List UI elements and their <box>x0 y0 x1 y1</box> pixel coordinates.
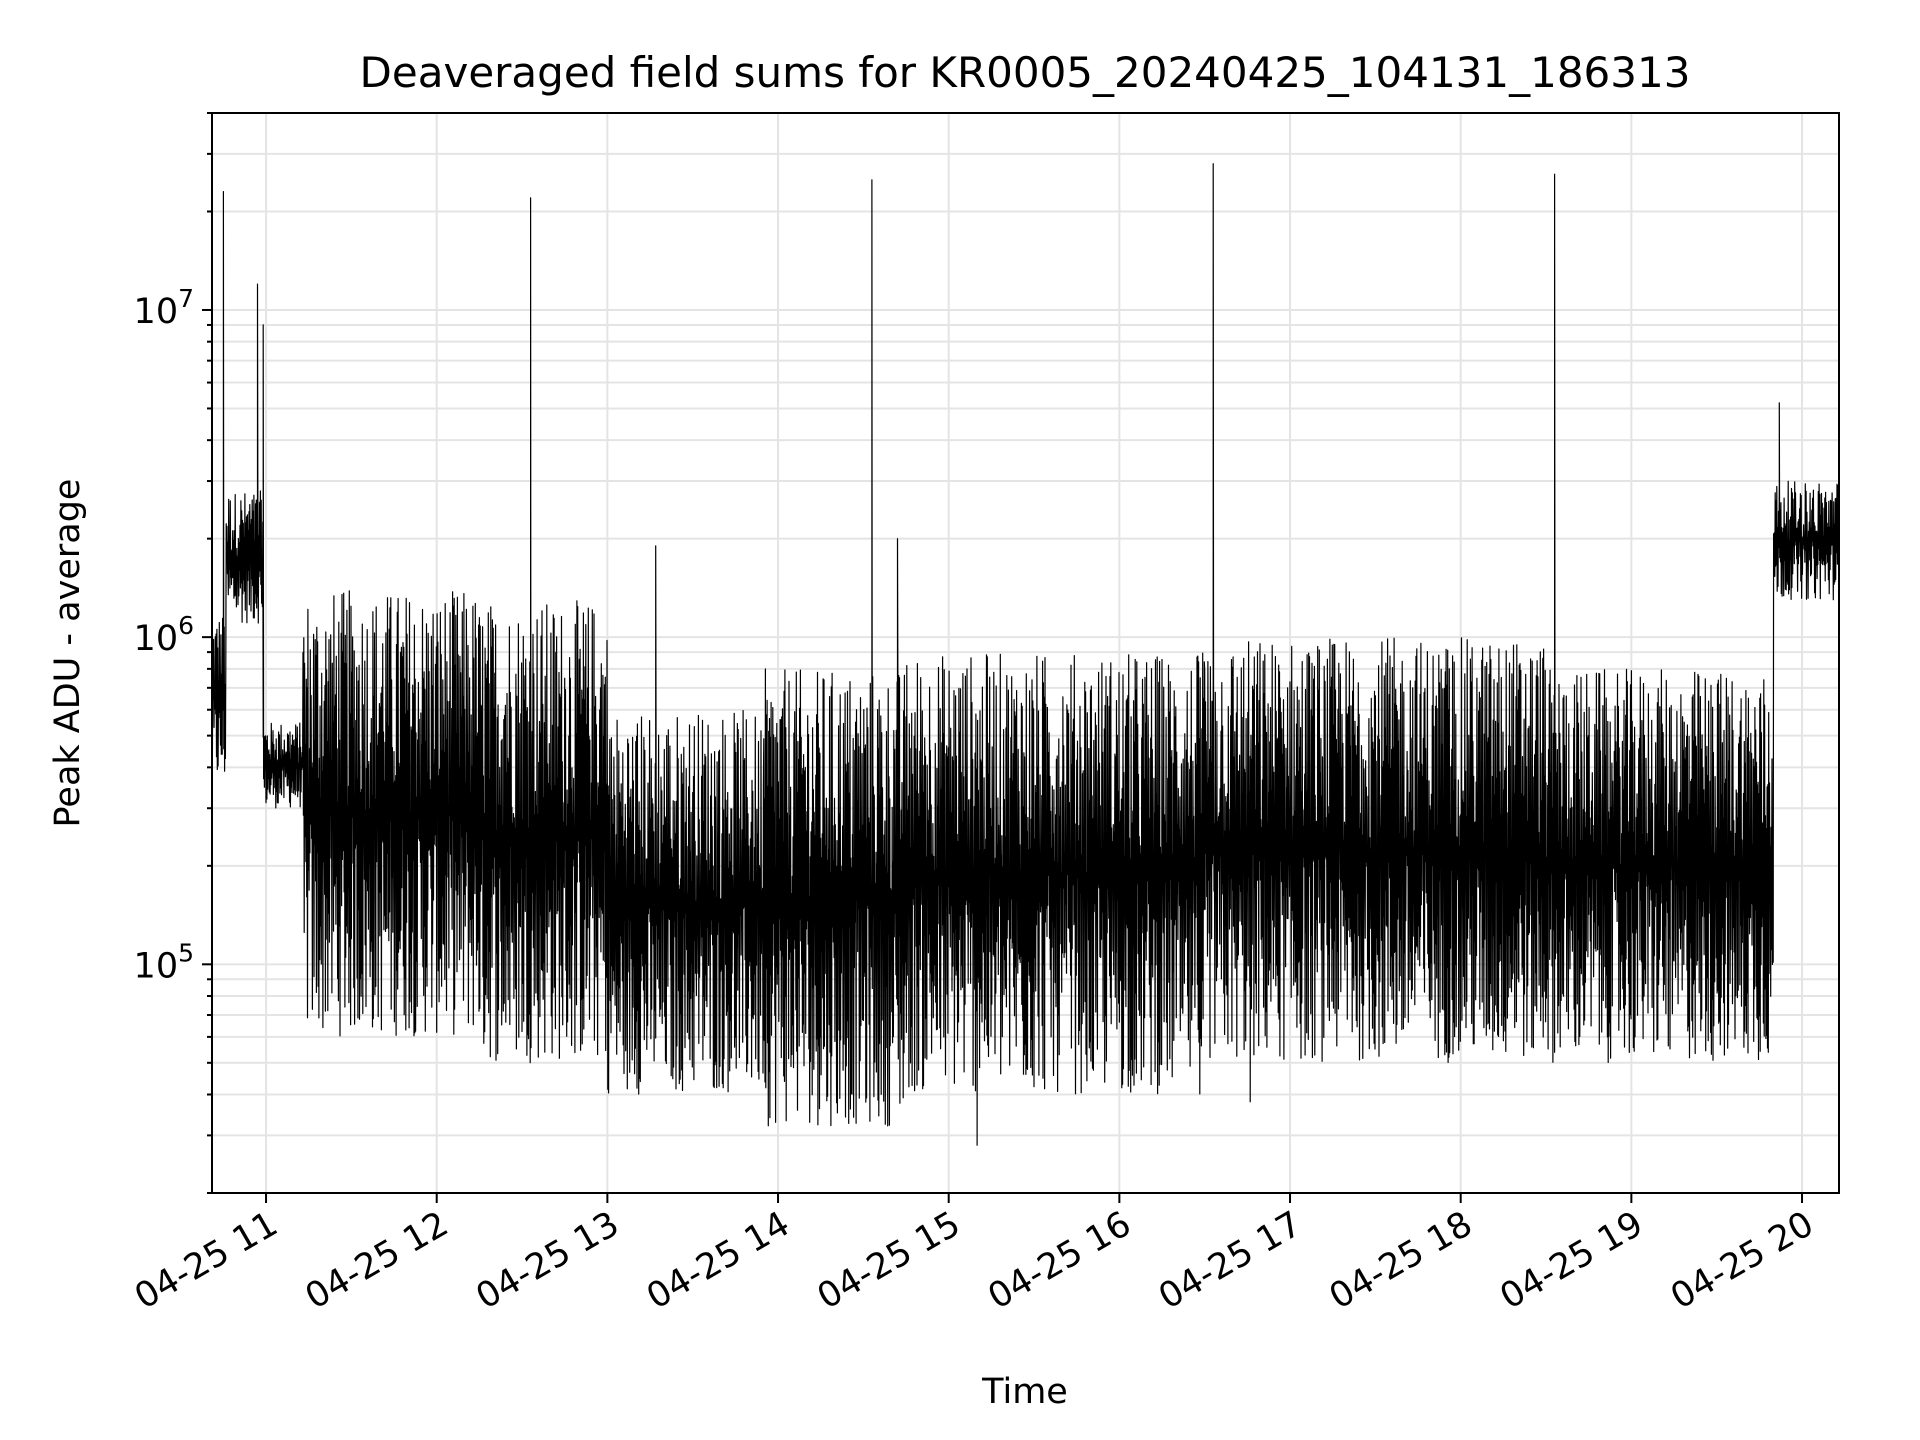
y-axis: 105 106 107 <box>134 112 212 1194</box>
series <box>211 163 1840 1146</box>
data-series-line <box>211 163 1840 1146</box>
y-axis-label: Peak ADU - average <box>48 479 88 828</box>
x-axis-label: Time <box>981 1372 1068 1412</box>
y-tick-label: 106 <box>134 611 194 659</box>
y-tick-label: 107 <box>134 284 194 332</box>
y-tick-label: 105 <box>134 938 194 986</box>
chart-title: Deaveraged field sums for KR0005_2024042… <box>360 48 1691 97</box>
